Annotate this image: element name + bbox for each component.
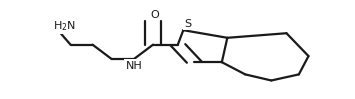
Text: O: O xyxy=(150,10,159,20)
Text: NH: NH xyxy=(125,61,142,71)
Text: S: S xyxy=(185,19,192,29)
Text: H$_2$N: H$_2$N xyxy=(53,19,76,32)
